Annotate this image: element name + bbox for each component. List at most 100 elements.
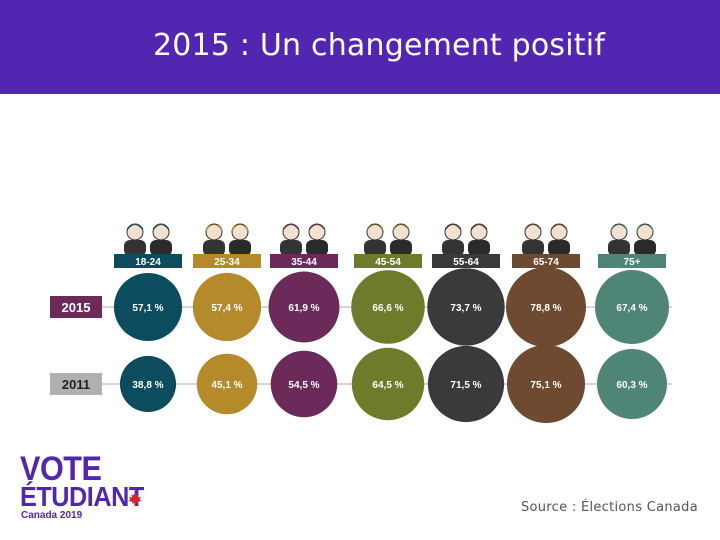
person-body (150, 240, 172, 256)
age-label-75+: 75+ (624, 257, 641, 268)
person-body (442, 240, 464, 256)
bubble-label-2011-55-64: 71,5 % (450, 380, 481, 391)
bubble-label-2011-18-24: 38,8 % (132, 380, 163, 391)
bubble-label-2015-25-34: 57,4 % (211, 303, 242, 314)
legend-label-2015: 2015 (62, 300, 91, 315)
person-head (636, 223, 654, 241)
person-body (364, 240, 386, 256)
person-hair (283, 224, 299, 231)
bubble-2015-65-74 (506, 267, 586, 347)
person-hair (367, 224, 383, 231)
age-label-25-34: 25-34 (214, 257, 240, 268)
person-body (522, 240, 544, 256)
person-body (203, 240, 225, 256)
bubble-label-2011-35-44: 54,5 % (288, 380, 319, 391)
person-head (152, 223, 170, 241)
age-group-icon: 75+ (598, 223, 666, 268)
header-bar: 2015 : Un changement positif (0, 0, 720, 94)
age-label-45-54: 45-54 (375, 257, 401, 268)
bubble-2015-18-24 (113, 272, 183, 342)
person-hair (637, 224, 653, 231)
person-body (280, 240, 302, 256)
person-body (608, 240, 630, 256)
bubble-2011-55-64 (427, 345, 505, 423)
person-hair (393, 224, 409, 231)
person-hair (551, 224, 567, 231)
bubble-label-2015-35-44: 61,9 % (288, 303, 319, 314)
bubble-2011-75+ (597, 349, 667, 419)
person-body (306, 240, 328, 256)
bubble-label-2015-75+: 67,4 % (616, 303, 647, 314)
person-body (548, 240, 570, 256)
bubble-label-2011-65-74: 75,1 % (530, 380, 561, 391)
vote-etudiant-logo: VOTE ÉTUDIANT Canada 2019 (20, 452, 150, 524)
age-label-box (270, 254, 338, 268)
person-body (390, 240, 412, 256)
legend-box-2015 (50, 296, 102, 318)
age-label-18-24: 18-24 (135, 257, 161, 268)
age-label-65-74: 65-74 (533, 257, 559, 268)
page-title: 2015 : Un changement positif (152, 28, 606, 63)
person-head (524, 223, 542, 241)
person-head (392, 223, 410, 241)
person-hair (127, 224, 143, 231)
person-hair (309, 224, 325, 231)
legend-2011: 2011 (50, 373, 102, 395)
age-label-35-44: 35-44 (291, 257, 317, 268)
bubble-2011-18-24 (119, 355, 177, 413)
logo-line-1: VOTE (20, 450, 102, 488)
person-hair (153, 224, 169, 231)
age-label-box (432, 254, 500, 268)
age-label-box (114, 254, 182, 268)
person-head (366, 223, 384, 241)
age-group-icon: 18-24 (114, 223, 182, 268)
legend-box-2011 (50, 373, 102, 395)
person-head (282, 223, 300, 241)
bubble-2015-45-54 (351, 270, 425, 344)
bubble-2011-25-34 (196, 353, 258, 415)
person-head (308, 223, 326, 241)
person-head (205, 223, 223, 241)
person-head (550, 223, 568, 241)
bubble-2011-45-54 (351, 347, 425, 421)
bubble-label-2011-25-34: 45,1 % (211, 380, 242, 391)
bubble-label-2015-55-64: 73,7 % (450, 303, 481, 314)
person-head (231, 223, 249, 241)
person-hair (611, 224, 627, 231)
bubble-2015-25-34 (192, 272, 262, 342)
age-group-icon: 25-34 (193, 223, 261, 268)
logo-line-3: Canada 2019 (21, 510, 83, 521)
bubble-2015-35-44 (268, 271, 340, 343)
person-hair (206, 224, 222, 231)
person-hair (471, 224, 487, 231)
bubble-2015-75+ (595, 270, 669, 344)
age-group-icon: 65-74 (512, 223, 580, 268)
bubble-label-2015-18-24: 57,1 % (132, 303, 163, 314)
bubble-2011-35-44 (270, 350, 338, 418)
age-label-box (512, 254, 580, 268)
person-hair (232, 224, 248, 231)
legend-2015: 2015 (50, 296, 102, 318)
age-label-55-64: 55-64 (453, 257, 479, 268)
source-note: Source : Élections Canada (520, 500, 698, 515)
age-label-box (598, 254, 666, 268)
person-head (444, 223, 462, 241)
person-body (229, 240, 251, 256)
person-hair (525, 224, 541, 231)
person-hair (445, 224, 461, 231)
person-body (124, 240, 146, 256)
person-body (468, 240, 490, 256)
person-head (610, 223, 628, 241)
age-group-icon: 45-54 (354, 223, 422, 268)
age-label-box (354, 254, 422, 268)
age-label-box (193, 254, 261, 268)
person-head (470, 223, 488, 241)
legend-label-2011: 2011 (62, 377, 90, 392)
bubble-label-2015-65-74: 78,8 % (530, 303, 561, 314)
person-head (126, 223, 144, 241)
person-body (634, 240, 656, 256)
bubble-label-2015-45-54: 66,6 % (372, 303, 403, 314)
bubble-2011-65-74 (506, 344, 586, 424)
bubble-2015-55-64 (427, 268, 505, 346)
